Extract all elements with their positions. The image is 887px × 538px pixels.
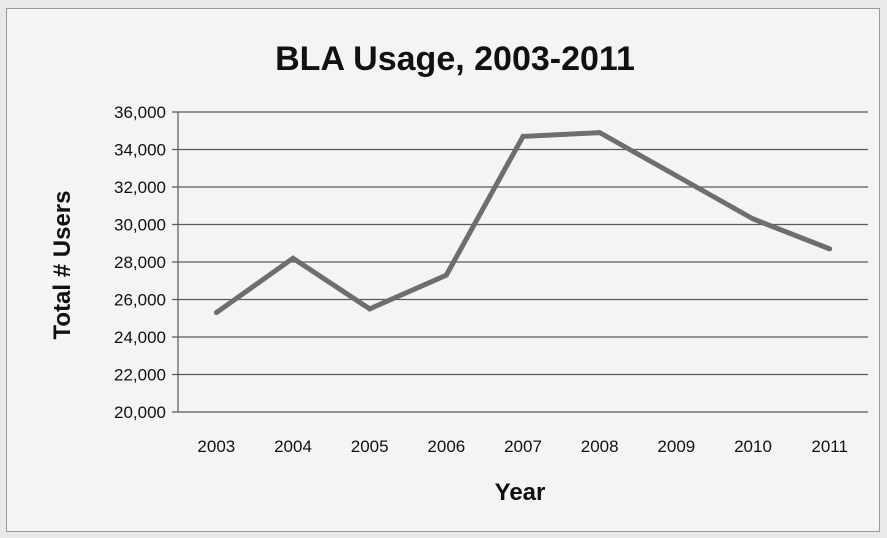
x-tick-label: 2010	[734, 437, 772, 456]
x-tick-labels: 2003 2004 2005 2006 2007 2008 2009 2010 2011	[197, 437, 848, 456]
y-tick-label: 34,000	[114, 141, 166, 160]
x-tick-label: 2008	[581, 437, 619, 456]
data-point	[443, 272, 449, 278]
gridlines	[172, 111, 868, 413]
data-point	[290, 255, 296, 261]
y-tick-label: 36,000	[114, 103, 166, 122]
x-tick-label: 2011	[811, 437, 848, 456]
series-line	[214, 130, 831, 315]
chart-title: BLA Usage, 2003-2011	[275, 40, 635, 78]
y-tick-label: 22,000	[114, 366, 166, 385]
y-tick-label: 30,000	[114, 216, 166, 235]
data-point	[213, 310, 219, 316]
series-group	[213, 130, 833, 316]
y-tick-labels: 20,000 22,000 24,000 26,000 28,000 30,000 32,0…	[114, 103, 166, 422]
y-tick-label: 20,000	[114, 403, 166, 422]
data-point	[750, 216, 756, 222]
data-point	[673, 173, 679, 179]
x-tick-label: 2009	[657, 437, 695, 456]
x-tick-label: 2005	[351, 437, 389, 456]
x-tick-label: 2003	[197, 437, 235, 456]
y-tick-label: 28,000	[114, 253, 166, 272]
x-tick-label: 2007	[504, 437, 542, 456]
x-tick-label: 2004	[274, 437, 312, 456]
y-axis-title: Total # Users	[49, 191, 76, 340]
data-point	[597, 130, 603, 136]
data-point	[520, 133, 526, 139]
x-tick-label: 2006	[427, 437, 465, 456]
data-point	[827, 246, 833, 252]
data-point	[367, 306, 373, 312]
x-axis-title: Year	[495, 479, 546, 506]
y-tick-label: 24,000	[114, 328, 166, 347]
y-tick-label: 26,000	[114, 291, 166, 310]
chart-frame	[6, 8, 880, 532]
y-tick-label: 32,000	[114, 178, 166, 197]
